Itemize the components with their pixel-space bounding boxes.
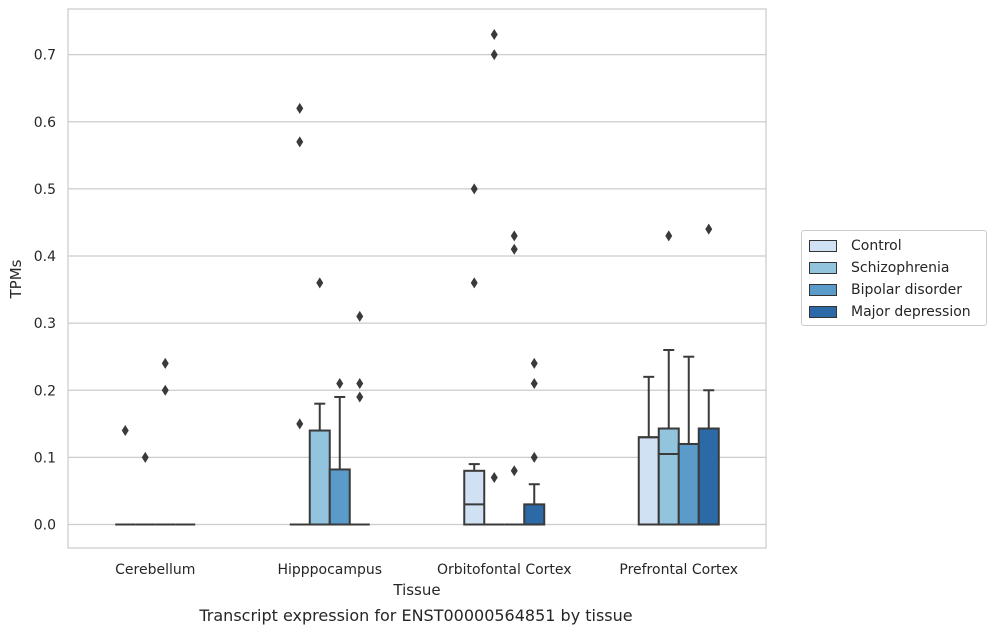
outlier-point xyxy=(336,378,344,390)
y-tick-label: 0.5 xyxy=(34,182,56,198)
legend-label-major-depression: Major depression xyxy=(851,304,971,320)
box-bipolar-disorder-cerebellum xyxy=(155,357,176,526)
outlier-point xyxy=(490,472,498,484)
box-schizophrenia-orbitofontal-cortex xyxy=(484,29,505,526)
box-bipolar-disorder-hipppocampus xyxy=(328,378,351,526)
box-bipolar-disorder-orbitofontal-cortex xyxy=(504,230,525,526)
outlier-point xyxy=(510,243,518,255)
box-control-cerebellum xyxy=(115,425,136,526)
outlier-point xyxy=(530,451,538,463)
y-axis-label: TPMs xyxy=(7,259,25,299)
y-tick-label: 0.0 xyxy=(34,518,56,534)
outlier-point xyxy=(316,277,324,289)
box-body xyxy=(637,436,660,526)
outlier-point xyxy=(470,183,478,195)
outlier-point xyxy=(490,49,498,61)
outlier-point xyxy=(530,357,538,369)
box-body xyxy=(697,427,720,526)
legend-swatch-control xyxy=(809,240,837,252)
box-schizophrenia-prefrontal-cortex xyxy=(657,230,680,526)
legend: Control Schizophrenia Bipolar disorder M… xyxy=(801,230,987,326)
outlier-point xyxy=(121,425,129,437)
outlier-point xyxy=(296,136,304,148)
y-tick-label: 0.2 xyxy=(34,383,56,399)
box-body xyxy=(308,429,331,526)
x-tick-label: Prefrontal Cortex xyxy=(619,562,738,578)
outlier-point xyxy=(510,230,518,242)
legend-label-bipolar-disorder: Bipolar disorder xyxy=(851,282,963,298)
x-tick-label: Cerebellum xyxy=(115,562,195,578)
box-major-depression-hipppocampus xyxy=(349,310,370,526)
y-tick-labels: 0.0 0.1 0.2 0.3 0.4 0.5 0.6 0.7 xyxy=(34,48,56,534)
outlier-point xyxy=(705,223,713,235)
outlier-point xyxy=(356,310,364,322)
outlier-point xyxy=(470,277,478,289)
outlier-point xyxy=(490,29,498,41)
box-control-orbitofontal-cortex xyxy=(463,183,486,526)
outlier-point xyxy=(356,378,364,390)
figure-caption: Transcript expression for ENST0000056485… xyxy=(199,606,633,625)
y-tick-label: 0.3 xyxy=(34,316,56,332)
plot-frame xyxy=(67,8,767,549)
outlier-point xyxy=(665,230,673,242)
x-tick-label: Orbitofontal Cortex xyxy=(437,562,572,578)
box-body xyxy=(677,442,700,526)
outlier-point xyxy=(510,465,518,477)
legend-item-bipolar-disorder: Bipolar disorder xyxy=(809,281,962,299)
legend-swatch-bipolar-disorder xyxy=(809,284,837,296)
outlier-point xyxy=(141,451,149,463)
series-schizophrenia xyxy=(135,29,680,526)
outlier-point xyxy=(161,384,169,396)
box-body xyxy=(657,427,680,526)
outlier-point xyxy=(530,378,538,390)
legend-swatch-major-depression xyxy=(809,306,837,318)
outlier-point xyxy=(356,391,364,403)
outlier-point xyxy=(161,357,169,369)
y-tick-label: 0.1 xyxy=(34,450,56,466)
box-body xyxy=(328,468,351,526)
legend-item-schizophrenia: Schizophrenia xyxy=(809,259,949,277)
box-series xyxy=(115,29,720,526)
y-tick-label: 0.4 xyxy=(34,249,56,265)
series-control xyxy=(115,102,660,526)
box-major-depression-prefrontal-cortex xyxy=(697,223,720,526)
legend-swatch-schizophrenia xyxy=(809,262,837,274)
x-tick-labels: Cerebellum Hipppocampus Orbitofontal Corte… xyxy=(115,562,738,578)
box-major-depression-orbitofontal-cortex xyxy=(523,357,546,526)
legend-item-major-depression: Major depression xyxy=(809,303,971,321)
x-axis-label: Tissue xyxy=(392,581,440,599)
outlier-point xyxy=(296,418,304,430)
legend-label-control: Control xyxy=(851,238,902,254)
box-body xyxy=(463,469,486,526)
outlier-point xyxy=(296,102,304,114)
y-tick-label: 0.7 xyxy=(34,48,56,64)
box-control-hipppocampus xyxy=(289,102,310,526)
box-control-prefrontal-cortex xyxy=(637,375,660,526)
legend-item-control: Control xyxy=(809,237,902,255)
legend-label-schizophrenia: Schizophrenia xyxy=(851,260,950,276)
box-schizophrenia-cerebellum xyxy=(135,451,156,526)
series-major-depression xyxy=(175,223,720,526)
y-tick-label: 0.6 xyxy=(34,115,56,131)
box-body xyxy=(523,503,546,526)
x-tick-label: Hipppocampus xyxy=(277,562,382,578)
